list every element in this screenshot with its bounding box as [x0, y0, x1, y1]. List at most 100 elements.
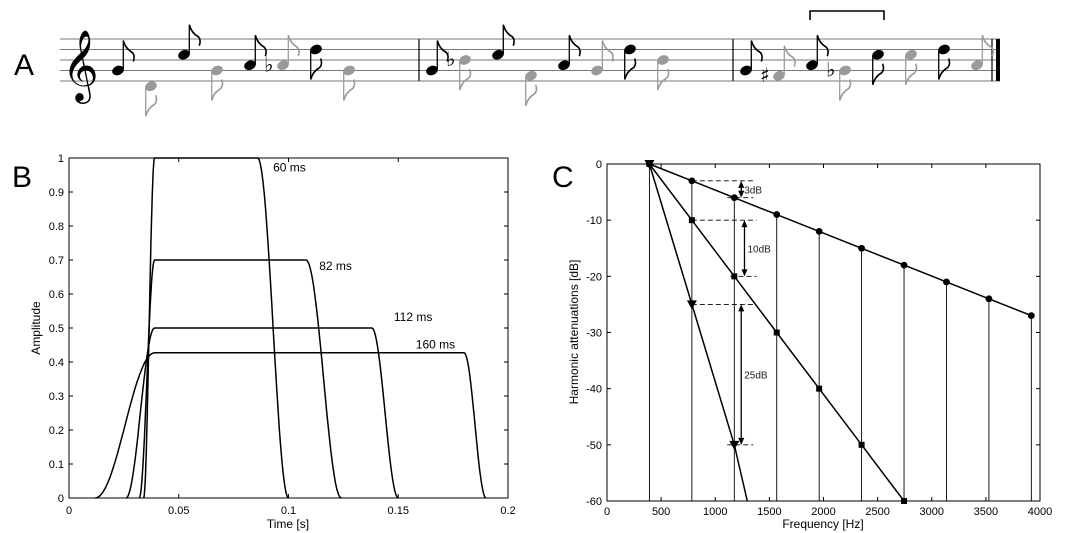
eighth-note	[871, 49, 885, 85]
eighth-note	[244, 35, 267, 71]
c-y-tick-label: -60	[586, 496, 602, 508]
c-x-tick-label: 0	[604, 506, 610, 518]
eighth-note	[937, 44, 951, 80]
eighth-note	[112, 40, 135, 76]
b-series-label: 160 ms	[416, 337, 455, 351]
c-series-markers	[644, 160, 1035, 504]
c-x-tick-label: 500	[652, 506, 670, 518]
eighth-note	[309, 44, 323, 80]
c-arrowhead	[738, 180, 745, 188]
flat-sign-icon: ♭	[826, 58, 835, 82]
c-x-tick-label: 2500	[865, 506, 889, 518]
eighth-note: ♯	[760, 45, 796, 87]
b-y-tick-label: 0.9	[49, 187, 64, 199]
c-x-tick-label: 4000	[1028, 506, 1052, 518]
b-y-tick-label: 0.2	[49, 425, 64, 437]
b-series-lines	[95, 157, 487, 499]
eighth-note	[740, 40, 763, 76]
c-x-tick-label: 2000	[811, 506, 835, 518]
c-x-axis-label: Frequency [Hz]	[782, 517, 863, 531]
c-series-lines	[648, 163, 1032, 502]
eighth-note	[524, 70, 538, 106]
eighth-note	[210, 65, 224, 101]
b-y-tick-label: 0.7	[49, 255, 64, 267]
chart-harmonic-attenuations: 0 500 1000 1500 2000 2500 3000 3500 4000 0 -10 -20 -…	[567, 159, 1052, 531]
b-x-tick-label: 0.05	[168, 505, 189, 517]
eighth-note	[342, 65, 356, 101]
c-arrowhead	[741, 220, 748, 228]
b-plot-frame	[68, 157, 509, 499]
sharp-sign-icon: ♯	[760, 63, 770, 87]
eighth-note: ♭	[446, 47, 472, 91]
c-series-line	[649, 163, 1032, 317]
eighth-note	[656, 55, 670, 91]
c-marker-triangle	[729, 440, 740, 450]
c-y-tick-label: 0	[596, 159, 602, 171]
c-y-tick-label: -10	[586, 215, 602, 227]
flat-sign-icon: ♭	[264, 52, 273, 76]
b-x-tick-label: 0.2	[500, 505, 515, 517]
c-slope-label: 25dB	[744, 371, 768, 382]
eighth-note: ♭	[264, 35, 300, 76]
barlines	[418, 39, 1000, 81]
c-marker-circle	[730, 194, 738, 202]
flat-sign-icon: ♭	[446, 47, 455, 71]
b-y-axis-label: Amplitude	[29, 301, 43, 355]
c-x-tick-label: 3500	[974, 506, 998, 518]
b-series-line	[95, 352, 487, 499]
c-y-axis-label: Harmonic attenuations [dB]	[567, 260, 581, 405]
note-group-bracket	[809, 10, 885, 20]
c-marker-circle	[815, 228, 823, 235]
c-marker-circle	[985, 295, 993, 303]
c-series-line	[648, 163, 749, 502]
c-y-tick-label: -50	[586, 440, 602, 452]
c-marker-square	[858, 441, 865, 448]
eighth-note: ♭	[826, 58, 852, 101]
b-x-tick-label: 0.1	[281, 505, 296, 517]
panel-letter-a: A	[14, 49, 34, 82]
b-series-label: 112 ms	[394, 310, 432, 324]
c-y-tick-label: -20	[586, 271, 602, 283]
chart-amplitude-envelopes: 0 0.05 0.1 0.15 0.2 0 0.1 0.2 0.3 0.4 0.5 0.6 0.7 0.8…	[29, 153, 516, 531]
c-marker-square	[688, 217, 695, 224]
eighth-note	[904, 49, 918, 85]
c-plot-frame	[606, 163, 1041, 502]
b-x-axis-label: Time [s]	[267, 517, 309, 531]
eighth-note	[426, 40, 449, 76]
c-slope-label: 10dB	[747, 244, 771, 255]
c-marker-triangle	[686, 300, 697, 310]
b-series-label: 60 ms	[273, 161, 306, 175]
c-marker-circle	[1027, 312, 1035, 320]
c-marker-square	[773, 329, 780, 336]
panel-letter-b: B	[12, 161, 32, 194]
c-slope-annotations: 3dB 10dB 25dB	[691, 180, 771, 446]
treble-clef-icon: 𝄞	[62, 28, 99, 104]
c-marker-circle	[688, 177, 696, 185]
b-x-tick-label: 0.15	[388, 505, 409, 517]
c-marker-circle	[943, 278, 950, 286]
b-y-tick-label: 0.3	[49, 391, 64, 403]
b-y-tick-label: 0.5	[49, 323, 64, 335]
music-score: 𝄞 ♭ ♭ ♯ ♭	[60, 10, 1000, 117]
c-y-tick-label: -30	[586, 328, 602, 340]
b-series-labels: 60 ms 82 ms 112 ms 160 ms	[273, 161, 455, 352]
eighth-note	[591, 40, 614, 76]
b-ticks: 0 0.05 0.1 0.15 0.2 0 0.1 0.2 0.3 0.4 0.5 0.6 0.7 0.8…	[49, 153, 516, 517]
c-arrowhead	[738, 437, 745, 445]
b-x-tick-label: 0	[66, 505, 72, 517]
b-series-line	[138, 259, 342, 499]
eighth-note	[806, 35, 829, 71]
b-y-tick-label: 0.8	[49, 221, 64, 233]
b-series-line	[125, 327, 399, 499]
c-marker-square	[816, 385, 823, 392]
c-x-tick-label: 1000	[703, 506, 727, 518]
eighth-note	[623, 44, 637, 80]
c-x-tick-label: 1500	[757, 506, 781, 518]
eighth-note	[144, 81, 158, 117]
c-arrowhead	[741, 269, 748, 277]
eighth-note	[971, 35, 994, 71]
b-y-tick-label: 1	[58, 153, 64, 165]
c-marker-circle	[858, 244, 866, 252]
c-y-tick-label: -40	[586, 384, 602, 396]
